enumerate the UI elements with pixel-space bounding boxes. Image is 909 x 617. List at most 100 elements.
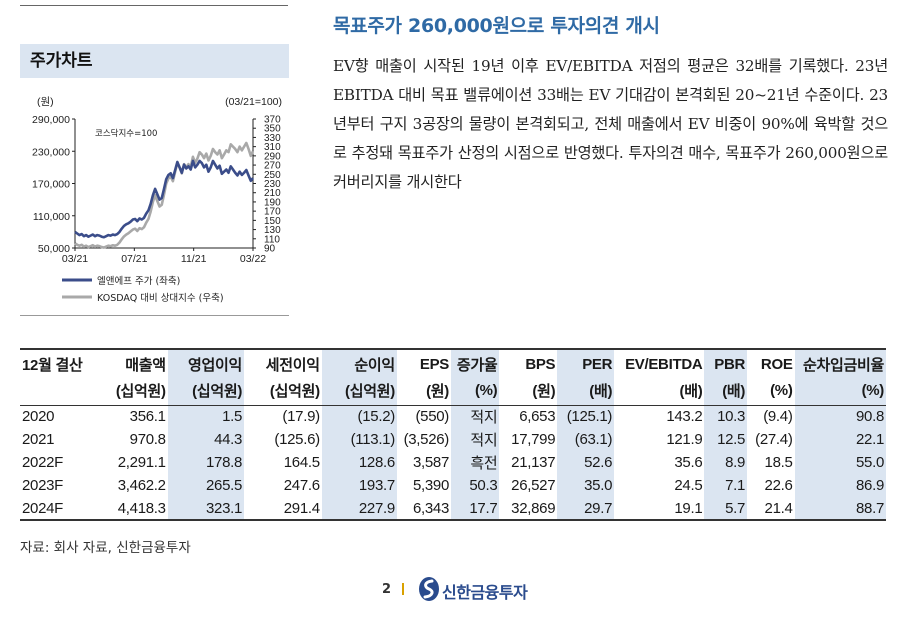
table-cell: 44.3 <box>167 428 245 451</box>
left-axis-tick-label: 110,000 <box>33 211 70 223</box>
right-axis-tick-label: 350 <box>264 124 281 135</box>
table-cell: 121.9 <box>666 431 703 448</box>
stock-chart-box: 주가차트 <box>20 44 289 316</box>
table-header-cell: (십억원) <box>321 377 397 406</box>
table-cell: 4,418.3 <box>89 497 168 521</box>
table-cell: 26,527 <box>511 477 556 494</box>
table-header-cell: 증가율 <box>451 348 500 377</box>
table-header-cell: 순차입금비율 <box>794 348 886 377</box>
table-cell: 적지 <box>451 405 500 428</box>
table-row-year: 2020 <box>22 408 55 426</box>
table-cell: 3,462.2 <box>117 477 166 494</box>
table-cell: 128.6 <box>321 451 397 474</box>
table-cell: 22.6 <box>764 477 793 494</box>
table-row-year: 2024F <box>20 497 90 521</box>
table-cell: 178.8 <box>167 451 245 474</box>
table-row: 2021 970.8 44.3 (125.6) (113.1) (3,526) 적지 17,7… <box>20 428 886 451</box>
table-cell: 55.0 <box>794 451 886 474</box>
table-header-cell: (배) <box>704 377 748 406</box>
table-cell: 12.5 <box>704 428 748 451</box>
table-cell: 2,291.1 <box>117 454 166 471</box>
left-axis-tick-label: 230,000 <box>32 146 70 158</box>
footer-separator <box>402 583 404 595</box>
x-axis-tick-label: 11/21 <box>181 253 207 265</box>
table-cell: 흑전 <box>451 451 500 474</box>
table-header-cell: 세전이익 <box>244 348 322 377</box>
table-row: 2024F 4,418.3 323.1 291.4 227.9 6,343 17.7 32,8… <box>20 497 886 521</box>
table-cell: (125.6) <box>274 431 320 448</box>
table-cell: 3,587 <box>412 454 449 471</box>
table-cell: 970.8 <box>129 431 166 448</box>
chart-box-title: 주가차트 <box>20 44 289 78</box>
shinhan-logo-icon <box>419 577 439 601</box>
analysis-paragraph: EV향 매출이 시작된 19년 이후 EV/EBITDA 저점의 평균은 32배… <box>333 57 888 191</box>
legend-label-price: 엘앤에프 주가 (좌축) <box>97 276 180 287</box>
table-row-year: 2022F <box>22 454 64 471</box>
x-axis-tick-label: 03/21 <box>62 253 88 265</box>
chart-unit-right: (03/21=100) <box>225 96 282 108</box>
right-axis-tick-label: 230 <box>264 179 281 190</box>
left-axis-tick-label: 50,000 <box>38 243 70 255</box>
right-axis-tick-label: 250 <box>264 170 281 181</box>
table-header-cell: EPS <box>396 348 451 377</box>
table-cell: 6,653 <box>519 408 556 426</box>
page-footer: 2 신한금융투자 <box>0 574 909 604</box>
table-cell: 247.6 <box>283 477 320 494</box>
left-axis-tick-label: 170,000 <box>32 179 70 191</box>
table-cell: 1.5 <box>167 405 245 428</box>
table-header-cell: 12월 결산 <box>20 348 90 377</box>
table-cell: 50.3 <box>451 474 500 497</box>
right-axis-tick-label: 150 <box>264 216 281 227</box>
table-cell: 143.2 <box>666 408 703 426</box>
table-row: 2022F 2,291.1 178.8 164.5 128.6 3,587 흑전 21,137… <box>20 451 886 474</box>
table-row: 2023F 3,462.2 265.5 247.6 193.7 5,390 50.3 26,5… <box>20 474 886 497</box>
x-axis-tick-label: 07/21 <box>121 253 147 265</box>
table-cell: (113.1) <box>321 428 397 451</box>
table-header-cell: PER <box>557 348 615 377</box>
table-cell: (17.9) <box>282 408 320 426</box>
table-cell: 24.5 <box>674 477 703 494</box>
source-note: 자료: 회사 자료, 신한금융투자 <box>20 540 191 556</box>
chart-unit-left: (원) <box>37 96 54 108</box>
table-header-cell: BPS <box>499 348 558 377</box>
page-number: 2 <box>382 582 392 597</box>
legend-label-relative: KOSDAQ 대비 상대지수 (우축) <box>97 293 224 304</box>
table-cell: (27.4) <box>755 431 793 448</box>
table-cell: 356.1 <box>129 408 166 426</box>
right-axis-tick-label: 270 <box>264 161 281 172</box>
series-line-relative <box>74 141 255 249</box>
table-header-row: 12월 결산 매출액 영업이익 세전이익 순이익 EPS 증가율 BPS PER EV/EBITD… <box>20 348 886 377</box>
table-cell: 193.7 <box>321 474 397 497</box>
table-cell: 17.7 <box>451 497 500 521</box>
table-cell: 88.7 <box>794 497 886 521</box>
table-cell: 35.0 <box>557 474 615 497</box>
table-header-cell: (%) <box>747 377 795 406</box>
table-cell: 7.1 <box>704 474 748 497</box>
table-cell: (3,526) <box>403 431 450 448</box>
table-cell: 5.7 <box>704 497 748 521</box>
right-axis-tick-label: 190 <box>264 197 281 208</box>
right-axis-tick-label: 170 <box>264 207 281 218</box>
brand-name: 신한금융투자 <box>442 583 528 602</box>
table-row-year: 2021 <box>22 431 55 448</box>
table-header-cell: EV/EBITDA <box>614 348 705 377</box>
table-cell: 6,343 <box>396 497 451 521</box>
right-axis-tick-label: 110 <box>264 234 280 245</box>
table-header-cell: 순이익 <box>321 348 397 377</box>
table-cell: 21,137 <box>511 454 556 471</box>
table-header-cell: (원) <box>396 377 451 406</box>
table-cell: 29.7 <box>557 497 615 521</box>
table-header-cell: (십억원) <box>89 377 168 406</box>
right-axis-tick-label: 210 <box>264 188 281 199</box>
table-header-cell: (원) <box>499 377 558 406</box>
right-axis-tick-label: 290 <box>264 151 281 162</box>
right-axis-tick-label: 370 <box>264 115 281 126</box>
top-rule <box>20 0 288 6</box>
table-cell: 265.5 <box>167 474 245 497</box>
table-cell: (9.4) <box>763 408 793 426</box>
table-header-cell: (십억원) <box>244 377 322 406</box>
table-header-cell: (십억원) <box>167 377 245 406</box>
table-cell: 5,390 <box>412 477 449 494</box>
table-header-cell: (배) <box>557 377 615 406</box>
table-cell: 52.6 <box>557 451 615 474</box>
